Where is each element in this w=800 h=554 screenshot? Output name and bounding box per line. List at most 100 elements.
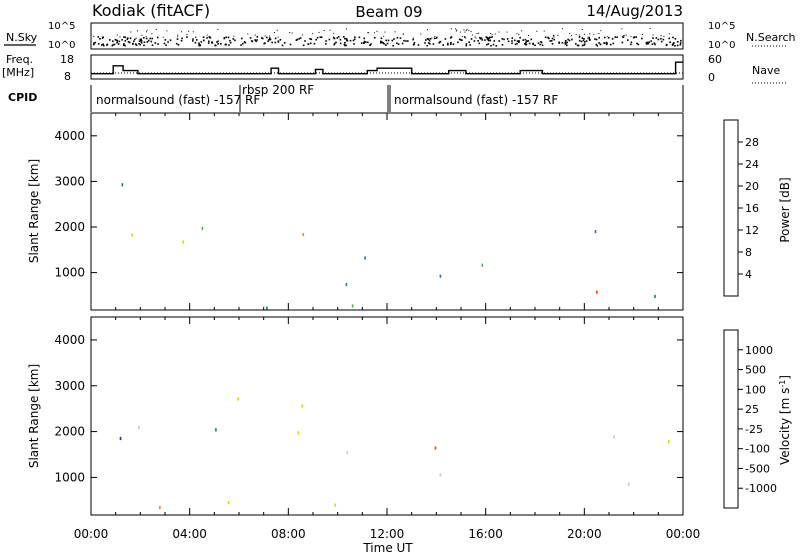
noise-sky-point (646, 43, 648, 45)
noise-sky-point (111, 44, 114, 47)
noise-sky-point (657, 38, 660, 41)
velocity-unit-end: ] (778, 375, 792, 380)
noise-sky-point (271, 41, 273, 44)
noise-sky-point (198, 44, 200, 47)
velocity-colorbar-tick-label: 25 (745, 403, 759, 416)
noise-sky-point (489, 39, 492, 42)
noise-sky-point (485, 36, 488, 38)
noise-sky-point (585, 40, 588, 42)
nave-right-tick-bottom: 0 (708, 71, 715, 84)
noise-sky-point (603, 42, 605, 44)
noise-sky-point (353, 38, 356, 41)
noise-sky-point (116, 40, 119, 42)
noise-sky-point (380, 37, 383, 39)
noise-search-point (130, 31, 132, 33)
noise-right-tick-bottom: 10^0 (708, 40, 735, 51)
noise-search-point (137, 30, 138, 32)
velocity-colorbar-label: Velocity [m s-1] (778, 375, 792, 465)
noise-search-point (333, 32, 335, 34)
noise-sky-point (385, 39, 387, 42)
noise-sky-point (242, 42, 244, 45)
noise-sky-point (432, 43, 435, 45)
noise-sky-point (186, 36, 188, 38)
velocity-colorbar: 1000 500 100 25 -25 -100 -500 -1000 Velocity [m… (723, 329, 792, 509)
freq-unit-label: [MHz] (2, 66, 34, 79)
noise-sky-point (274, 41, 277, 44)
noise-sky-point (369, 44, 371, 46)
power-cell (596, 290, 598, 294)
noise-sky-point (112, 40, 114, 42)
freq-left-tick-bottom: 8 (64, 70, 71, 83)
noise-sky-point (202, 36, 205, 38)
noise-sky-point (243, 41, 246, 43)
noise-sky-point (339, 38, 342, 41)
noise-sky-point (133, 40, 135, 43)
noise-search-point (464, 31, 466, 33)
noise-sky-point (382, 42, 384, 44)
noise-sky-point (428, 39, 431, 42)
noise-sky-point (518, 41, 520, 43)
noise-panel-frame (90, 22, 684, 50)
noise-search-point (668, 33, 670, 35)
noise-sky-point (383, 43, 385, 45)
noise-sky-point (344, 37, 346, 40)
noise-sky-point (490, 45, 492, 47)
noise-search-point (346, 28, 347, 30)
power-cell (131, 233, 133, 237)
noise-search-point (151, 33, 153, 35)
station-title: Kodiak (fitACF) (92, 1, 210, 20)
velocity-colorbar-tick-label: 500 (745, 364, 766, 377)
noise-sky-point (567, 38, 569, 41)
noise-search-point (575, 34, 577, 35)
noise-sky-point (268, 39, 270, 41)
noise-sky-point (662, 38, 665, 41)
noise-search-point (561, 28, 563, 30)
noise-sky-point (460, 39, 462, 41)
noise-sky-point (674, 38, 677, 40)
noise-sky-point (228, 44, 230, 46)
noise-sky-point (266, 36, 268, 39)
noise-search-point (374, 32, 375, 34)
noise-sky-point (192, 40, 194, 42)
noise-sky-point (256, 39, 258, 41)
freq-left-tick-top: 18 (60, 53, 74, 66)
noise-sky-point (320, 36, 323, 38)
cpid-mode-2: rbsp 200 RF (242, 83, 314, 97)
noise-sky-point (426, 44, 429, 47)
noise-search-point (384, 31, 386, 33)
noise-sky-point (544, 36, 547, 39)
noise-sky-point (211, 41, 213, 43)
noise-sky-point (195, 39, 198, 41)
noise-sky-point (550, 40, 553, 42)
noise-sky-point (654, 43, 656, 46)
power-cell (345, 283, 348, 287)
noise-sky-point (551, 43, 554, 45)
power-panel: 1000 2000 3000 4000 Slant Range [km] (27, 112, 684, 311)
noise-sky-point (93, 42, 95, 44)
noise-sky-point (447, 42, 449, 45)
noise-sky-point (169, 39, 172, 41)
noise-sky-point (225, 36, 228, 39)
velocity-colorbar-tick-label: -25 (745, 423, 763, 436)
noise-search-point (264, 35, 266, 37)
noise-sky-point (337, 36, 340, 38)
noise-sky-point (112, 43, 115, 46)
power-ytick-label: 2000 (54, 220, 85, 234)
power-cell (266, 306, 268, 310)
noise-sky-point (307, 43, 309, 45)
noise-sky-point (442, 44, 444, 46)
noise-search-point (323, 30, 325, 31)
noise-search-point (247, 33, 249, 35)
noise-sky-point (167, 41, 169, 43)
noise-sky-point (580, 40, 583, 43)
noise-search-point (435, 38, 437, 39)
noise-sky-point (328, 38, 331, 41)
noise-search-point (623, 35, 625, 37)
cpid-panel: CPID normalsound (fast) -157 RF rbsp 200… (8, 83, 684, 112)
noise-sky-point (503, 38, 505, 41)
noise-sky-point (493, 40, 496, 42)
noise-search-point (192, 31, 194, 33)
noise-sky-point (209, 36, 211, 39)
power-colorbar-tick-label: 28 (745, 136, 759, 149)
